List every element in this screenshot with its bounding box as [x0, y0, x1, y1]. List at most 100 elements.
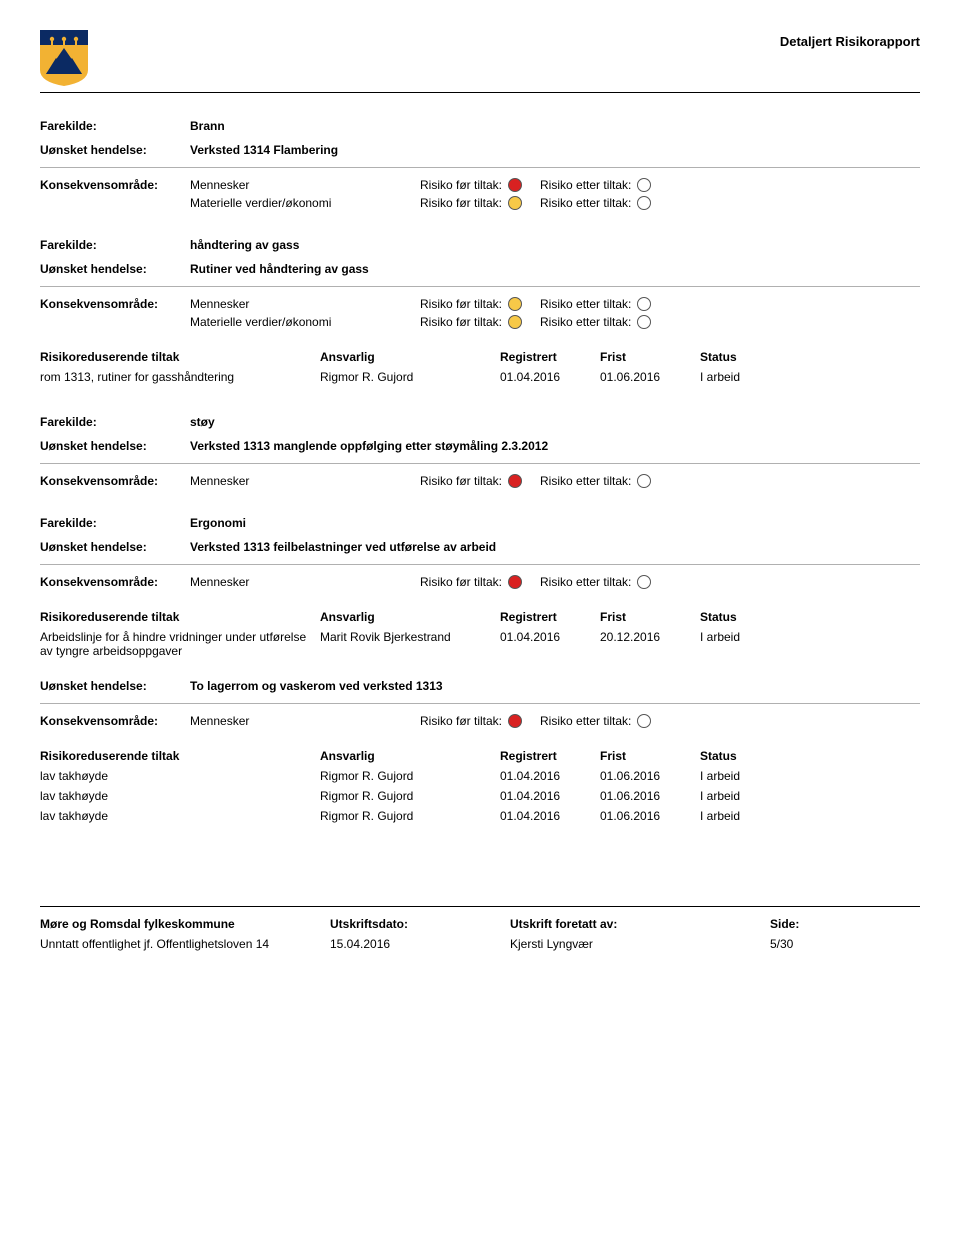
konsekvens-label: Konsekvensområde: [40, 714, 190, 728]
table-cell: rom 1313, rutiner for gasshåndtering [40, 370, 320, 384]
konsekvens-row: Konsekvensområde:Mennesker Risiko før til… [40, 474, 920, 488]
table-cell: Marit Rovik Bjerkestrand [320, 630, 500, 658]
konsekvens-value: Mennesker [190, 474, 249, 488]
konsekvens-block: Konsekvensområde:Mennesker Risiko før til… [40, 297, 920, 329]
konsekvens-label: Konsekvensområde: [40, 474, 190, 488]
table-cell: Rigmor R. Gujord [320, 789, 500, 803]
konsekvens-label [40, 315, 190, 329]
table-header-cell: Ansvarlig [320, 610, 500, 624]
risk-circle-icon [508, 297, 522, 311]
kv-label: Farekilde: [40, 238, 190, 252]
section-divider [40, 286, 920, 287]
risk-indicator: Risiko etter tiltak: [540, 315, 651, 329]
table-header: Risikoreduserende tiltakAnsvarligRegistr… [40, 746, 920, 766]
risk-indicator: Risiko før tiltak: [420, 315, 522, 329]
table-cell: 01.06.2016 [600, 769, 700, 783]
konsekvens-label: Konsekvensområde: [40, 178, 190, 192]
konsekvens-value: Mennesker [190, 297, 249, 311]
risk-circle-icon [637, 178, 651, 192]
footer-by: Kjersti Lyngvær [510, 937, 770, 951]
konsekvens-block: Konsekvensområde:MenneskerRisiko før til… [40, 714, 920, 728]
konsekvens-value: Materielle verdier/økonomi [190, 196, 331, 210]
risk-indicator: Risiko før tiltak: [420, 575, 522, 589]
table-header: Risikoreduserende tiltakAnsvarligRegistr… [40, 607, 920, 627]
risk-indicator: Risiko etter tiltak: [540, 474, 651, 488]
table-cell: Rigmor R. Gujord [320, 769, 500, 783]
konsekvens-left: Konsekvensområde:Mennesker [40, 575, 420, 589]
konsekvens-row: Konsekvensområde:MenneskerRisiko før til… [40, 575, 920, 589]
kv-value: Brann [190, 119, 225, 133]
risk-circle-icon [508, 575, 522, 589]
kv-value: Rutiner ved håndtering av gass [190, 262, 369, 276]
table-header-cell: Risikoreduserende tiltak [40, 350, 320, 364]
table-row: Arbeidslinje for å hindre vridninger und… [40, 627, 920, 661]
tiltak-table: Risikoreduserende tiltakAnsvarligRegistr… [40, 746, 920, 826]
table-cell: 01.06.2016 [600, 789, 700, 803]
table-cell: 01.06.2016 [600, 370, 700, 384]
report-header: Detaljert Risikorapport [40, 30, 920, 86]
tiltak-table: Risikoreduserende tiltakAnsvarligRegistr… [40, 347, 920, 387]
kv-label: Farekilde: [40, 516, 190, 530]
report-footer: Møre og Romsdal fylkeskommune Utskriftsd… [40, 906, 920, 951]
risk-indicator: Risiko før tiltak: [420, 297, 522, 311]
konsekvens-left: Materielle verdier/økonomi [40, 196, 420, 210]
section-divider [40, 703, 920, 704]
risk-circle-icon [637, 714, 651, 728]
risk-circle-icon [508, 315, 522, 329]
farekilde-section: Farekilde:BrannUønsket hendelse:Verksted… [40, 119, 920, 210]
table-cell: lav takhøyde [40, 789, 320, 803]
risk-circle-icon [637, 575, 651, 589]
table-cell: Arbeidslinje for å hindre vridninger und… [40, 630, 320, 658]
risk-circle-icon [637, 474, 651, 488]
kv-value: Verksted 1313 manglende oppfølging etter… [190, 439, 548, 453]
report-title: Detaljert Risikorapport [104, 30, 920, 49]
footer-confidential: Unntatt offentlighet jf. Offentlighetslo… [40, 937, 330, 951]
risk-indicator: Risiko etter tiltak: [540, 178, 651, 192]
risk-label: Risiko etter tiltak: [540, 178, 631, 192]
farekilde-section: Farekilde:håndtering av gassUønsket hend… [40, 238, 920, 387]
risk-label: Risiko etter tiltak: [540, 474, 631, 488]
konsekvens-label: Konsekvensområde: [40, 297, 190, 311]
kv-label: Farekilde: [40, 415, 190, 429]
table-header-cell: Ansvarlig [320, 749, 500, 763]
table-header-cell: Ansvarlig [320, 350, 500, 364]
key-value-row: Farekilde:støy [40, 415, 920, 429]
konsekvens-row: Konsekvensområde:Mennesker Risiko før til… [40, 297, 920, 311]
risk-circle-icon [637, 297, 651, 311]
table-row: lav takhøydeRigmor R. Gujord01.04.201601… [40, 766, 920, 786]
konsekvens-block: Konsekvensområde:Mennesker Risiko før til… [40, 474, 920, 488]
risk-label: Risiko etter tiltak: [540, 196, 631, 210]
kv-value: Verksted 1313 feilbelastninger ved utfør… [190, 540, 496, 554]
kv-value: Ergonomi [190, 516, 246, 530]
table-header-cell: Status [700, 610, 800, 624]
risk-indicator: Risiko før tiltak: [420, 474, 522, 488]
risk-indicator: Risiko etter tiltak: [540, 714, 651, 728]
table-cell: I arbeid [700, 769, 800, 783]
konsekvens-row: Konsekvensområde:MenneskerRisiko før til… [40, 714, 920, 728]
table-cell: 01.04.2016 [500, 769, 600, 783]
konsekvens-label: Konsekvensområde: [40, 575, 190, 589]
risk-indicator: Risiko etter tiltak: [540, 196, 651, 210]
risk-label: Risiko etter tiltak: [540, 575, 631, 589]
table-cell: 01.04.2016 [500, 809, 600, 823]
table-cell: 20.12.2016 [600, 630, 700, 658]
risk-label: Risiko etter tiltak: [540, 315, 631, 329]
table-header-cell: Risikoreduserende tiltak [40, 749, 320, 763]
konsekvens-left: Materielle verdier/økonomi [40, 315, 420, 329]
konsekvens-label [40, 196, 190, 210]
key-value-row: Uønsket hendelse:Verksted 1313 manglende… [40, 439, 920, 453]
konsekvens-block: Konsekvensområde:MenneskerRisiko før til… [40, 575, 920, 589]
header-divider [40, 92, 920, 93]
table-header-cell: Frist [600, 350, 700, 364]
risk-circle-icon [637, 196, 651, 210]
kv-label: Uønsket hendelse: [40, 540, 190, 554]
table-header-cell: Registrert [500, 749, 600, 763]
kv-value: håndtering av gass [190, 238, 299, 252]
kv-label: Uønsket hendelse: [40, 262, 190, 276]
table-row: lav takhøydeRigmor R. Gujord01.04.201601… [40, 806, 920, 826]
risk-label: Risiko før tiltak: [420, 297, 502, 311]
key-value-row: Farekilde:Ergonomi [40, 516, 920, 530]
risk-label: Risiko før tiltak: [420, 315, 502, 329]
key-value-row: Farekilde:håndtering av gass [40, 238, 920, 252]
konsekvens-block: Konsekvensområde:MenneskerRisiko før til… [40, 178, 920, 210]
